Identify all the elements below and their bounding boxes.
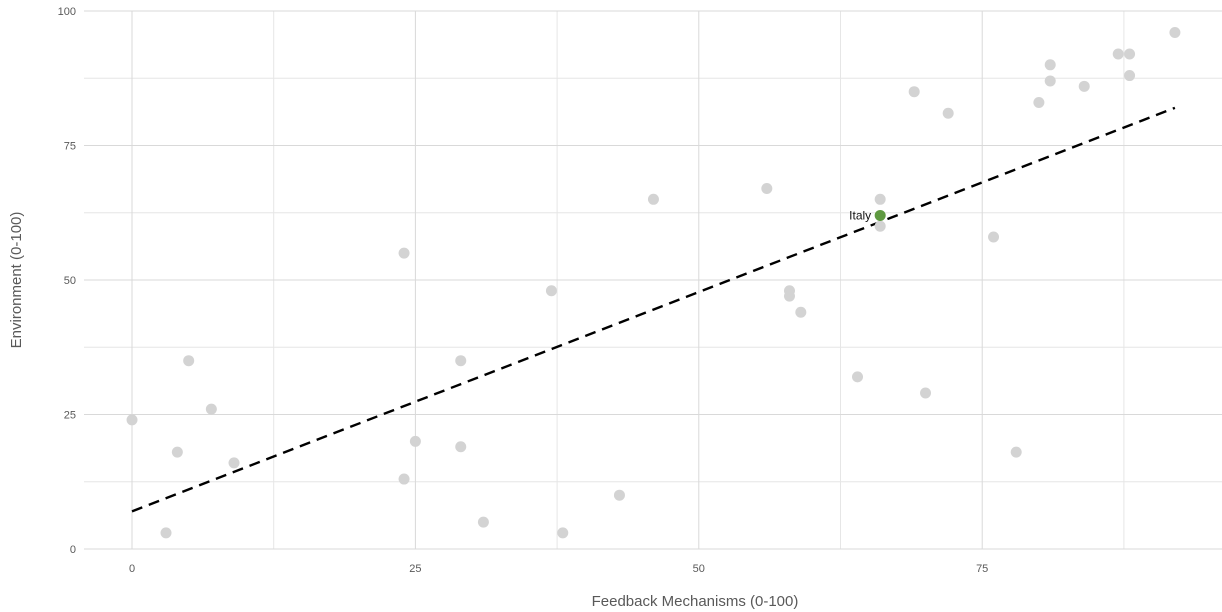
y-tick-label: 100 [58,6,76,18]
x-tick-label: 25 [409,563,421,575]
data-point [183,355,195,367]
data-point [988,231,1000,243]
x-tick-label: 50 [693,563,705,575]
x-tick-label: 75 [976,563,988,575]
data-point [205,403,217,415]
data-point [942,107,954,119]
data-point [1124,48,1136,60]
data-point [1044,75,1056,87]
data-point [171,446,183,458]
data-point [1169,27,1181,39]
data-point [228,457,240,469]
data-point [1112,48,1124,60]
data-point [1033,96,1045,108]
data-point [1078,80,1090,92]
data-point [557,527,569,539]
data-point [920,387,932,399]
data-point [160,527,172,539]
data-point [545,285,557,297]
data-points: Italy [126,27,1181,539]
highlighted-point [874,209,886,221]
data-point [795,306,807,318]
y-tick-label: 50 [64,275,76,287]
y-tick-label: 75 [64,141,76,153]
tick-labels: 0 25 50 75 0 25 50 75 100 [58,6,989,575]
data-point [409,435,421,447]
trendline-layer [131,106,1176,513]
data-point [647,193,659,205]
data-point [761,183,773,195]
y-tick-label: 0 [70,544,76,556]
data-point [783,290,795,302]
y-tick-label: 25 [64,410,76,422]
data-point [908,86,920,98]
data-point [1124,70,1136,82]
data-point [852,371,864,383]
x-axis-title: Feedback Mechanisms (0-100) [592,593,799,610]
data-point [477,516,489,528]
data-point [874,193,886,205]
point-label: Italy [849,208,871,222]
data-point [1044,59,1056,71]
y-axis-title: Environment (0-100) [8,212,25,349]
data-point [613,489,625,501]
data-point [455,355,467,367]
data-point [455,441,467,453]
data-point [126,414,138,426]
data-point [874,220,886,232]
data-point [398,473,410,485]
x-tick-label: 0 [129,563,135,575]
trendline [131,106,1176,513]
data-point [398,247,410,259]
grid [84,10,1222,550]
data-point [1010,446,1022,458]
